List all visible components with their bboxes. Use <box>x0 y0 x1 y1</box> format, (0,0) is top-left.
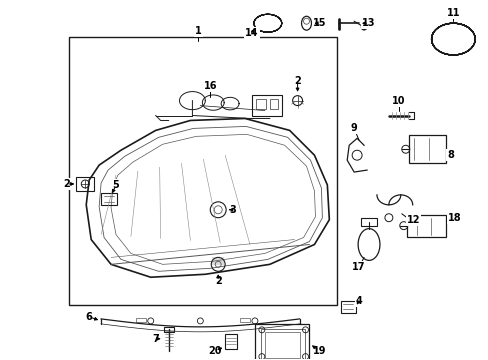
Bar <box>69 37 337 305</box>
Text: 4: 4 <box>355 296 362 306</box>
Text: 15: 15 <box>312 18 325 28</box>
Text: 11: 11 <box>446 8 459 18</box>
Bar <box>224 334 237 349</box>
Circle shape <box>360 24 366 30</box>
Text: 9: 9 <box>350 123 357 134</box>
Bar <box>408 135 446 163</box>
Text: 20: 20 <box>208 346 222 356</box>
Text: 17: 17 <box>352 262 365 272</box>
Text: 14: 14 <box>244 28 258 38</box>
Bar <box>240 318 249 322</box>
Bar <box>136 318 145 322</box>
Text: 2: 2 <box>294 76 300 86</box>
Text: 18: 18 <box>447 213 460 223</box>
Text: 8: 8 <box>446 150 453 160</box>
Text: 12: 12 <box>406 215 420 225</box>
Text: 10: 10 <box>391 96 405 105</box>
Bar <box>255 99 265 109</box>
Bar <box>254 324 309 360</box>
Text: 7: 7 <box>152 334 159 344</box>
Bar <box>76 177 94 191</box>
Bar <box>260 329 304 360</box>
Bar <box>269 99 277 109</box>
Text: 19: 19 <box>312 346 325 356</box>
Text: 2: 2 <box>214 276 221 286</box>
Text: 6: 6 <box>86 312 92 322</box>
Bar <box>264 332 299 357</box>
Bar <box>341 301 355 313</box>
Bar <box>251 95 281 117</box>
Bar <box>406 215 446 237</box>
Text: 2: 2 <box>63 179 70 189</box>
Text: 1: 1 <box>195 26 202 36</box>
Bar <box>101 193 117 205</box>
Bar <box>360 218 376 226</box>
Text: 5: 5 <box>112 180 119 190</box>
Text: 3: 3 <box>229 205 236 215</box>
Bar <box>163 327 173 332</box>
Text: 13: 13 <box>362 18 375 28</box>
Text: 16: 16 <box>203 81 217 91</box>
